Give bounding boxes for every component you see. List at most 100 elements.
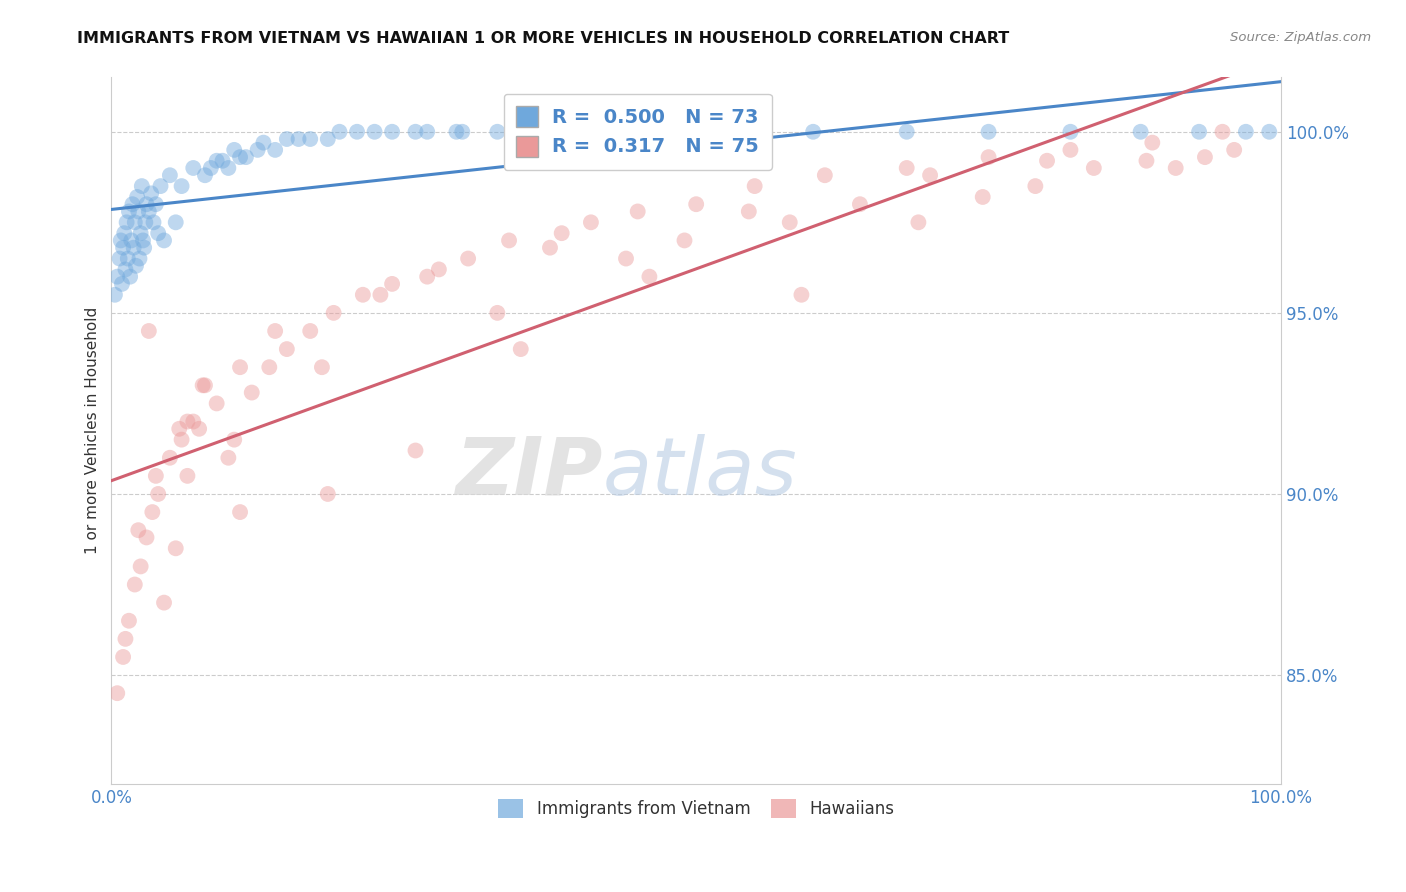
- Point: [127, 190, 149, 204]
- Point: [1164, 161, 1187, 175]
- Point: [141, 505, 163, 519]
- Point: [129, 559, 152, 574]
- Text: ZIP: ZIP: [456, 434, 603, 512]
- Point: [614, 252, 637, 266]
- Point: [276, 132, 298, 146]
- Point: [142, 215, 165, 229]
- Point: [141, 186, 163, 201]
- Point: [165, 215, 187, 229]
- Point: [176, 415, 198, 429]
- Point: [814, 168, 837, 182]
- Point: [235, 150, 257, 164]
- Point: [111, 277, 134, 291]
- Point: [135, 531, 157, 545]
- Point: [720, 125, 742, 139]
- Point: [287, 132, 309, 146]
- Point: [1194, 150, 1216, 164]
- Point: [134, 241, 156, 255]
- Point: [132, 234, 155, 248]
- Point: [370, 287, 392, 301]
- Point: [118, 204, 141, 219]
- Point: [108, 252, 131, 266]
- Point: [328, 125, 350, 139]
- Point: [790, 287, 813, 301]
- Point: [224, 433, 246, 447]
- Point: [135, 197, 157, 211]
- Point: [276, 342, 298, 356]
- Point: [114, 632, 136, 646]
- Point: [972, 190, 994, 204]
- Point: [638, 269, 661, 284]
- Point: [264, 324, 287, 338]
- Point: [105, 686, 128, 700]
- Point: [538, 241, 561, 255]
- Point: [217, 450, 239, 465]
- Point: [311, 360, 333, 375]
- Point: [738, 204, 761, 219]
- Point: [685, 197, 707, 211]
- Point: [240, 385, 263, 400]
- Point: [148, 487, 170, 501]
- Point: [217, 161, 239, 175]
- Point: [148, 226, 170, 240]
- Point: [446, 125, 468, 139]
- Point: [224, 143, 246, 157]
- Point: [118, 614, 141, 628]
- Point: [416, 269, 439, 284]
- Point: [744, 179, 766, 194]
- Point: [124, 577, 146, 591]
- Point: [486, 125, 509, 139]
- Point: [1142, 136, 1164, 150]
- Point: [145, 468, 167, 483]
- Point: [1223, 143, 1246, 157]
- Point: [363, 125, 385, 139]
- Point: [153, 596, 176, 610]
- Point: [205, 153, 228, 168]
- Point: [1024, 179, 1046, 194]
- Point: [673, 234, 696, 248]
- Point: [120, 269, 142, 284]
- Point: [121, 197, 143, 211]
- Point: [127, 523, 149, 537]
- Point: [127, 204, 149, 219]
- Point: [1135, 153, 1157, 168]
- Point: [1083, 161, 1105, 175]
- Point: [246, 143, 269, 157]
- Point: [129, 226, 152, 240]
- Point: [188, 422, 211, 436]
- Point: [1211, 125, 1233, 139]
- Point: [1059, 125, 1081, 139]
- Point: [896, 161, 918, 175]
- Point: [120, 234, 142, 248]
- Point: [920, 168, 942, 182]
- Point: [134, 215, 156, 229]
- Point: [159, 168, 181, 182]
- Point: [112, 650, 135, 665]
- Point: [167, 422, 190, 436]
- Point: [405, 125, 427, 139]
- Point: [592, 125, 614, 139]
- Point: [849, 197, 872, 211]
- Point: [533, 125, 555, 139]
- Point: [977, 150, 1000, 164]
- Point: [977, 125, 1000, 139]
- Legend: Immigrants from Vietnam, Hawaiians: Immigrants from Vietnam, Hawaiians: [492, 792, 901, 825]
- Text: Source: ZipAtlas.com: Source: ZipAtlas.com: [1230, 31, 1371, 45]
- Point: [405, 443, 427, 458]
- Point: [1036, 153, 1059, 168]
- Point: [801, 125, 824, 139]
- Point: [1129, 125, 1152, 139]
- Point: [200, 161, 222, 175]
- Point: [579, 215, 602, 229]
- Point: [138, 324, 160, 338]
- Point: [346, 125, 368, 139]
- Point: [122, 241, 145, 255]
- Point: [181, 161, 204, 175]
- Point: [153, 234, 176, 248]
- Point: [114, 262, 136, 277]
- Point: [124, 215, 146, 229]
- Point: [165, 541, 187, 556]
- Point: [170, 433, 193, 447]
- Point: [211, 153, 233, 168]
- Point: [149, 179, 172, 194]
